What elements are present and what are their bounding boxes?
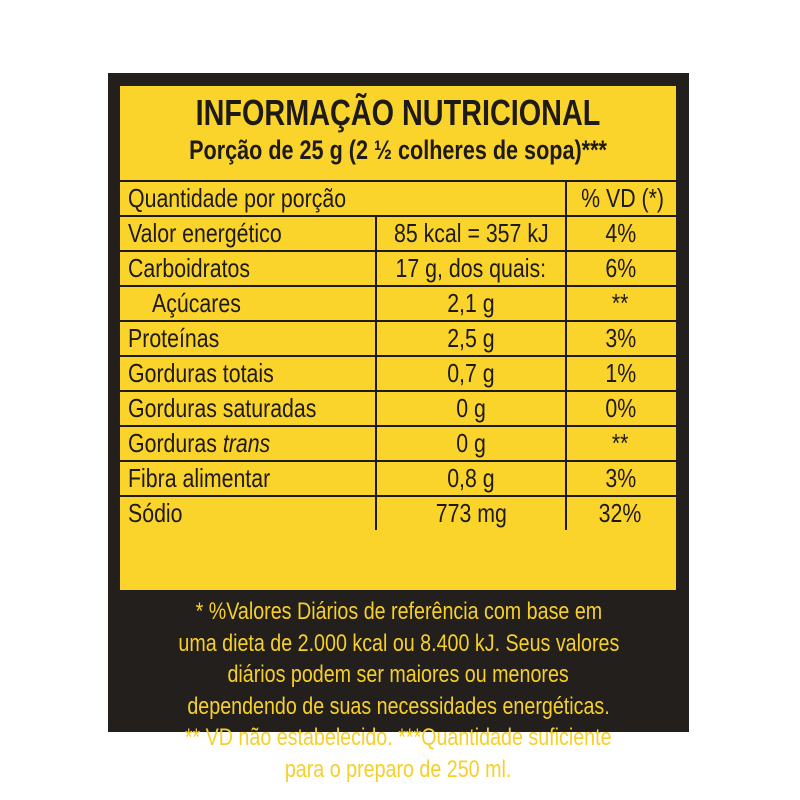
footnote-line: ** VD não estabelecido. ***Quantidade su… <box>185 724 612 751</box>
nutrient-amount: 2,5 g <box>375 322 567 355</box>
nutrient-vd: ** <box>612 288 629 318</box>
nutrient-amount: 0 g <box>375 427 567 460</box>
nutrition-panel: INFORMAÇÃO NUTRICIONAL Porção de 25 g (2… <box>120 86 676 590</box>
nutrient-name: Carboidratos <box>128 253 251 283</box>
table-row: Gorduras trans 0 g ** <box>120 427 676 462</box>
nutrient-vd: 0% <box>605 393 636 423</box>
nutrient-vd: 32% <box>599 498 642 528</box>
nutrient-vd: 4% <box>605 218 636 248</box>
footnote-line: * %Valores Diários de referência com bas… <box>195 598 602 625</box>
nutrient-name-text: Gorduras <box>128 428 217 458</box>
nutrient-name: Sódio <box>128 498 183 528</box>
nutrient-vd: 3% <box>605 463 636 493</box>
nutrient-name: Valor energético <box>128 218 282 248</box>
nutrient-vd: 6% <box>605 253 636 283</box>
table-row: Carboidratos 17 g, dos quais: 6% <box>120 252 676 287</box>
table-row: Açúcares 2,1 g ** <box>120 287 676 322</box>
footnote-line: diários podem ser maiores ou menores <box>227 661 570 688</box>
nutrient-amount: 2,1 g <box>375 287 567 320</box>
nutrition-label: INFORMAÇÃO NUTRICIONAL Porção de 25 g (2… <box>108 73 689 783</box>
nutrient-name-italic: trans <box>222 428 271 458</box>
nutrient-amount: 85 kcal = 357 kJ <box>375 217 567 250</box>
table-header-row: Quantidade por porção % VD (*) <box>120 182 676 217</box>
table-row: Sódio 773 mg 32% <box>120 497 676 530</box>
nutrient-name: Gorduras trans <box>128 427 378 460</box>
nutrient-name: Gorduras totais <box>128 358 274 388</box>
nutrient-amount: 773 mg <box>375 497 567 530</box>
table-row: Gorduras totais 0,7 g 1% <box>120 357 676 392</box>
vd-header: % VD (*) <box>565 182 678 215</box>
nutrient-amount: 17 g, dos quais: <box>375 252 567 285</box>
nutrition-table: Quantidade por porção % VD (*) Valor ene… <box>120 180 676 530</box>
table-row: Gorduras saturadas 0 g 0% <box>120 392 676 427</box>
nutrient-name: Fibra alimentar <box>128 463 271 493</box>
nutrient-vd: 3% <box>605 323 636 353</box>
nutrient-name: Açúcares <box>152 288 241 318</box>
quantity-header: Quantidade por porção <box>128 183 347 213</box>
nutrient-name: Proteínas <box>128 323 220 353</box>
footnote: * %Valores Diários de referência com bas… <box>108 596 689 785</box>
nutrient-amount: 0,8 g <box>375 462 567 495</box>
nutrient-vd: ** <box>612 428 629 458</box>
nutrient-amount: 0,7 g <box>375 357 567 390</box>
table-row: Valor energético 85 kcal = 357 kJ 4% <box>120 217 676 252</box>
footnote-line: dependendo de suas necessidades energéti… <box>187 692 610 720</box>
table-row: Fibra alimentar 0,8 g 3% <box>120 462 676 497</box>
footnote-line: para o preparo de 250 ml. <box>285 755 512 783</box>
nutrient-amount: 0 g <box>375 392 567 425</box>
table-row: Proteínas 2,5 g 3% <box>120 322 676 357</box>
serving-size: Porção de 25 g (2 ½ colheres de sopa)*** <box>189 135 607 165</box>
nutrient-name: Gorduras saturadas <box>128 393 317 423</box>
footnote-line: uma dieta de 2.000 kcal ou 8.400 kJ. Seu… <box>178 629 619 657</box>
nutrient-vd: 1% <box>605 358 636 388</box>
label-title: INFORMAÇÃO NUTRICIONAL <box>195 92 601 133</box>
